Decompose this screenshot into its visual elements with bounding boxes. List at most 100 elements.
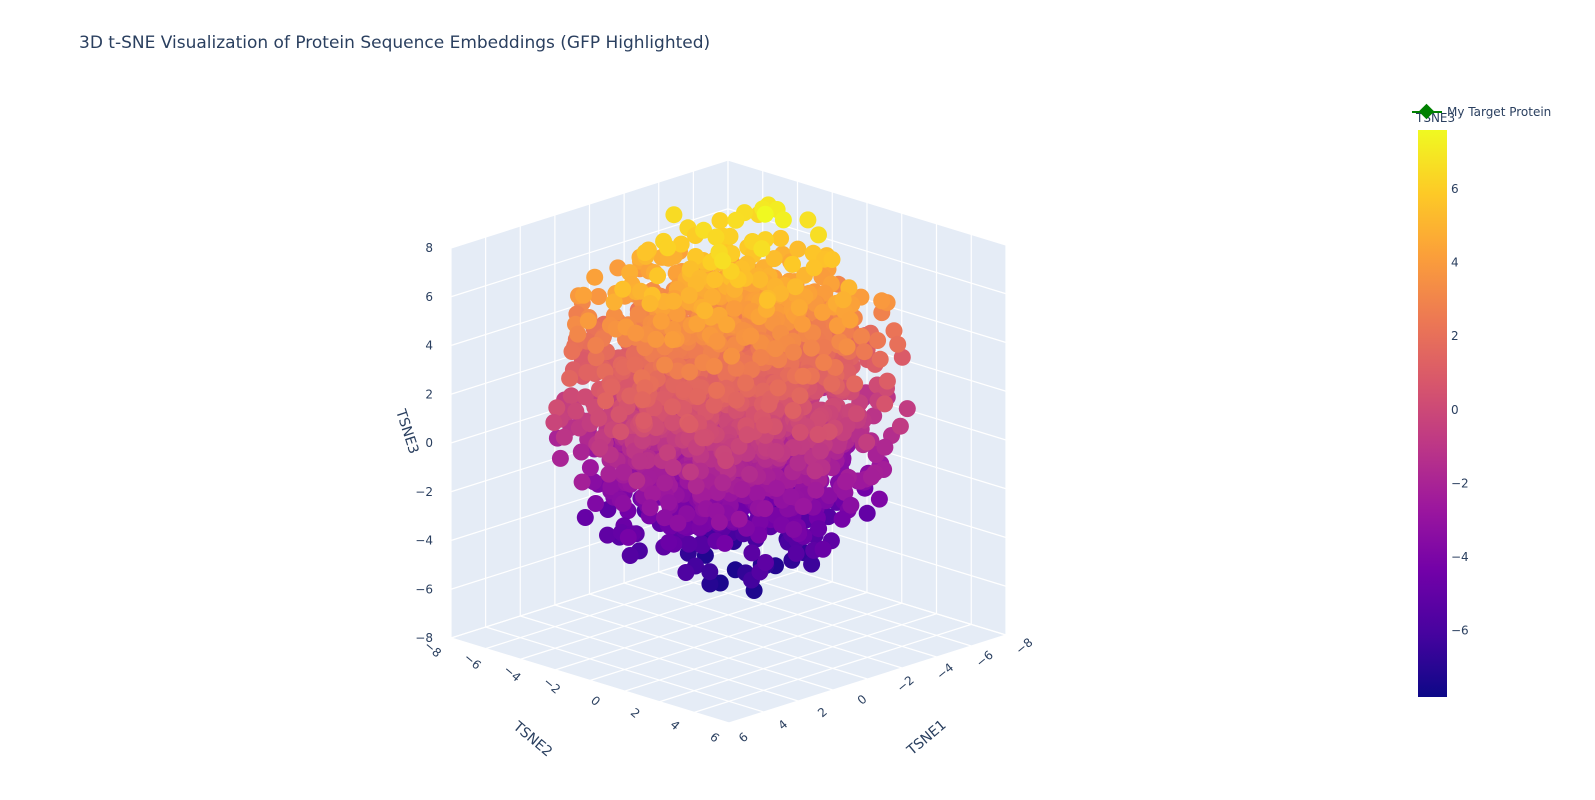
x-tick-label: 6: [736, 730, 751, 746]
data-point: [841, 311, 859, 329]
data-point: [876, 395, 894, 413]
data-point: [703, 288, 721, 306]
diamond-icon: [1418, 103, 1435, 120]
data-point: [768, 480, 785, 497]
data-point: [834, 291, 852, 309]
data-point: [545, 414, 563, 431]
data-point: [663, 398, 681, 416]
data-point: [772, 229, 790, 247]
data-point: [812, 442, 829, 460]
data-point: [586, 268, 604, 286]
scatter-points: [545, 196, 916, 599]
data-point: [615, 463, 633, 481]
data-point: [828, 317, 846, 335]
data-point: [634, 391, 651, 409]
y-tick-label: −2: [541, 675, 564, 697]
z-tick-label: 4: [425, 339, 433, 353]
data-point: [649, 267, 667, 285]
data-point: [621, 547, 639, 564]
data-point: [680, 286, 698, 304]
y-tick-label: 4: [668, 718, 683, 734]
colorbar-tick-label: 0: [1451, 403, 1459, 417]
data-point: [723, 347, 741, 365]
data-point: [757, 554, 774, 571]
data-point: [756, 500, 774, 518]
data-point: [870, 490, 888, 508]
z-tick-label: −4: [415, 534, 433, 548]
z-tick-label: −2: [415, 485, 433, 499]
data-point: [738, 426, 756, 444]
data-point: [869, 332, 887, 349]
data-point: [815, 339, 833, 357]
x-tick-label: −2: [894, 673, 917, 695]
data-point: [705, 357, 723, 375]
data-point: [829, 437, 847, 454]
z-tick-label: 2: [425, 387, 433, 401]
data-point: [682, 463, 699, 481]
data-point: [751, 513, 769, 531]
data-point: [636, 244, 654, 262]
data-point: [705, 396, 723, 414]
data-point: [626, 356, 644, 373]
data-point: [791, 387, 809, 405]
data-point: [727, 391, 745, 409]
data-point: [787, 544, 805, 562]
data-point: [794, 367, 812, 385]
data-point: [727, 211, 745, 229]
data-point: [563, 343, 581, 360]
legend-label: My Target Protein: [1447, 105, 1551, 119]
data-point: [603, 378, 621, 396]
data-point: [893, 348, 911, 366]
chart-title: 3D t-SNE Visualization of Protein Sequen…: [79, 33, 711, 53]
data-point: [789, 454, 807, 472]
data-point: [789, 240, 807, 258]
data-point: [898, 400, 916, 418]
data-point: [687, 477, 705, 495]
data-point: [669, 514, 687, 532]
data-point: [741, 465, 758, 483]
data-point: [562, 387, 580, 405]
z-tick-label: −8: [415, 631, 433, 645]
data-point: [716, 534, 734, 552]
data-point: [706, 271, 724, 289]
data-point: [689, 388, 707, 406]
data-point: [660, 533, 678, 551]
y-tick-label: −4: [501, 662, 524, 684]
legend[interactable]: My Target Protein: [1412, 103, 1551, 120]
data-point: [576, 509, 594, 526]
data-point: [891, 417, 909, 435]
data-point: [790, 299, 808, 317]
data-point: [605, 293, 623, 311]
data-point: [803, 555, 821, 573]
data-point: [672, 235, 690, 253]
data-point: [711, 212, 729, 230]
data-point: [760, 396, 778, 413]
data-point: [855, 343, 873, 361]
data-point: [769, 379, 787, 397]
data-point: [837, 473, 855, 491]
data-point: [701, 575, 719, 593]
colorbar-tick-label: 2: [1451, 329, 1459, 343]
data-point: [614, 280, 632, 298]
data-point: [823, 251, 841, 268]
data-point: [802, 339, 820, 357]
x-tick-label: −6: [973, 648, 996, 670]
z-tick-label: 8: [425, 241, 433, 255]
data-point: [656, 509, 673, 527]
x-axis-title: TSNE1: [904, 717, 950, 759]
data-point: [656, 356, 674, 374]
data-point: [614, 494, 632, 512]
data-point: [799, 211, 817, 229]
x-tick-label: 0: [855, 692, 870, 708]
data-point: [833, 510, 851, 528]
legend-item-target-protein[interactable]: My Target Protein: [1412, 103, 1551, 120]
x-tick-label: 4: [776, 717, 791, 733]
data-point: [737, 374, 755, 392]
data-point: [885, 322, 903, 340]
colorbar-gradient: [1418, 130, 1447, 697]
data-point: [696, 302, 714, 320]
data-point: [693, 537, 711, 554]
data-point: [660, 494, 678, 512]
data-point: [862, 468, 880, 486]
